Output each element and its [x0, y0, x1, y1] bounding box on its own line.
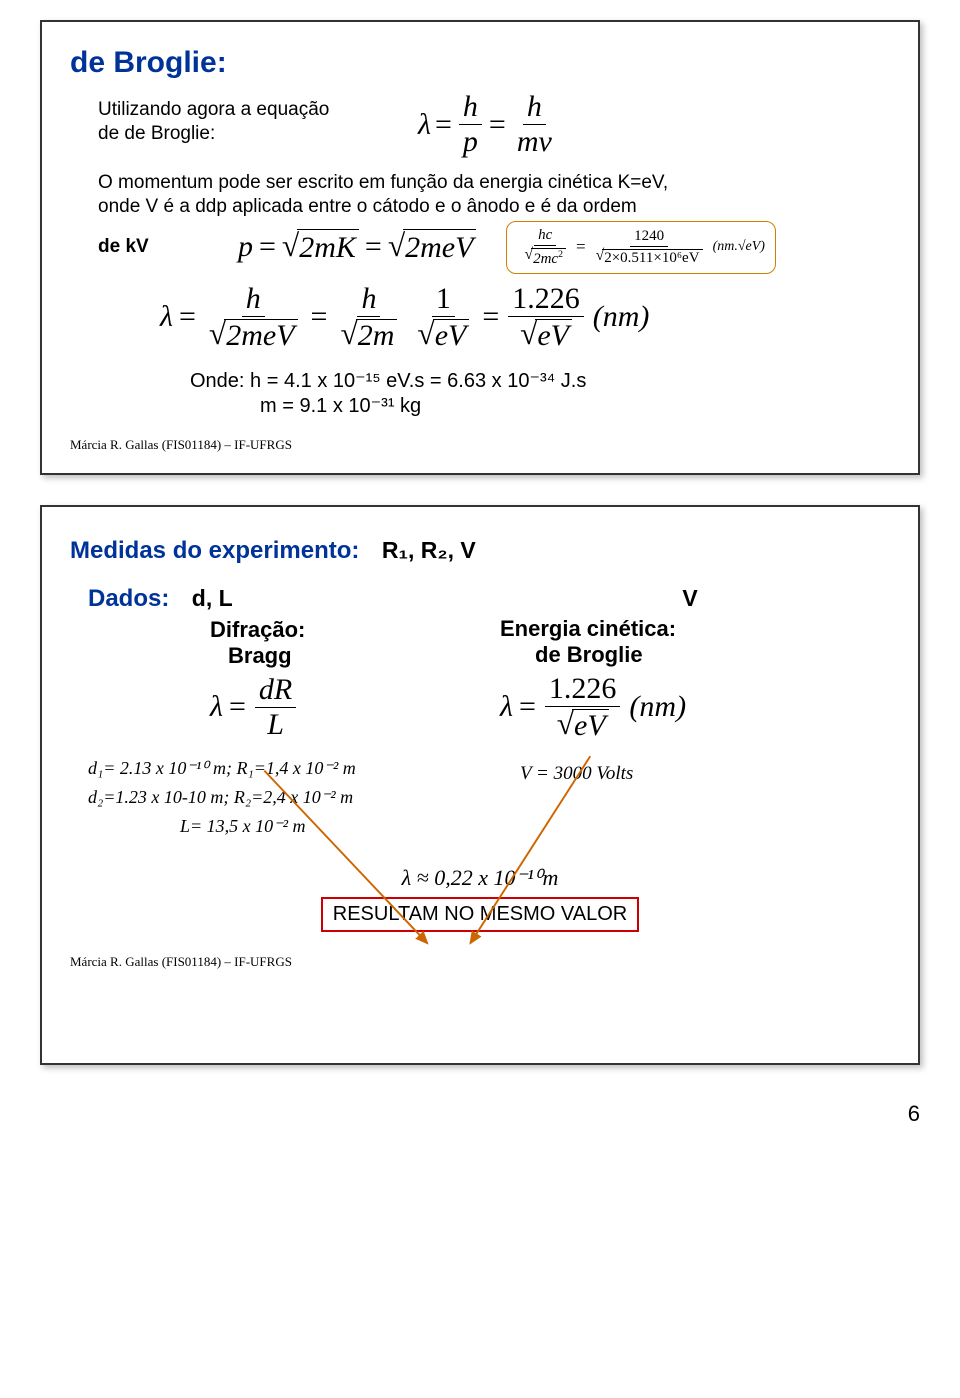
where-m: m = 9.1 x 10⁻³¹ kg — [260, 394, 890, 419]
de-broglie-label: de Broglie — [535, 642, 890, 668]
lambda-approx: λ ≈ 0,22 x 10⁻¹⁰m — [70, 865, 890, 891]
where-h: Onde: h = 4.1 x 10⁻¹⁵ eV.s = 6.63 x 10⁻³… — [190, 369, 890, 394]
eq-bragg: λ = dR L — [210, 675, 490, 740]
L-line: L= 13,5 x 10⁻² m — [180, 816, 490, 837]
slide1-title: de Broglie: — [70, 46, 890, 80]
medidas-label: Medidas do experimento: — [70, 537, 359, 564]
intro-line2: de de Broglie: — [98, 122, 418, 146]
footer-credit-1: Márcia R. Gallas (FIS01184) – IF-UFRGS — [70, 437, 890, 453]
V-label: V — [490, 585, 890, 612]
body-line1: O momentum pode ser escrito em função da… — [98, 171, 890, 195]
energia-cin: Energia cinética: — [500, 616, 890, 642]
intro-line1: Utilizando agora a equação — [98, 98, 418, 122]
medidas-vars: R₁, R₂, V — [382, 537, 476, 563]
difracao-label: Difração: — [210, 617, 490, 643]
d2-line: d₂=1.23 x 10-10 m; R₂=2,4 x 10⁻² m — [88, 787, 490, 808]
footer-credit-2: Márcia R. Gallas (FIS01184) – IF-UFRGS — [70, 954, 890, 970]
result-box: RESULTAM NO MESMO VALOR — [321, 897, 639, 932]
eq-p-sqrt: p = √2mK = √2meV — [238, 229, 476, 265]
eq-lambda-hp-hmv: λ = hp = hmv — [418, 92, 559, 157]
d1-line: d₁= 2.13 x 10⁻¹⁰ m; R₁=1,4 x 10⁻² m — [88, 758, 490, 779]
eq-lambda-full: λ = h √2meV = h √2m 1 √eV = 1.226 √eV (n… — [160, 284, 890, 351]
slide-medidas: Medidas do experimento: R₁, R₂, V Dados:… — [40, 505, 920, 1065]
body-line3: de kV — [98, 235, 188, 259]
slide-de-broglie: de Broglie: Utilizando agora a equação d… — [40, 20, 920, 475]
bragg-label: Bragg — [228, 643, 490, 669]
page-number: 6 — [0, 1095, 960, 1139]
eq-debroglie: λ = 1.226 √eV (nm) — [500, 674, 890, 741]
dados-label: Dados: — [88, 585, 169, 612]
body-line2: onde V é a ddp aplicada entre o cátodo e… — [98, 195, 890, 219]
dados-dL: d, L — [192, 585, 233, 611]
callout-box: hc √2mc2 = 1240 √2×0.511×10⁶eV (nm.√eV) — [506, 221, 776, 274]
V-value: V = 3000 Volts — [520, 763, 890, 785]
